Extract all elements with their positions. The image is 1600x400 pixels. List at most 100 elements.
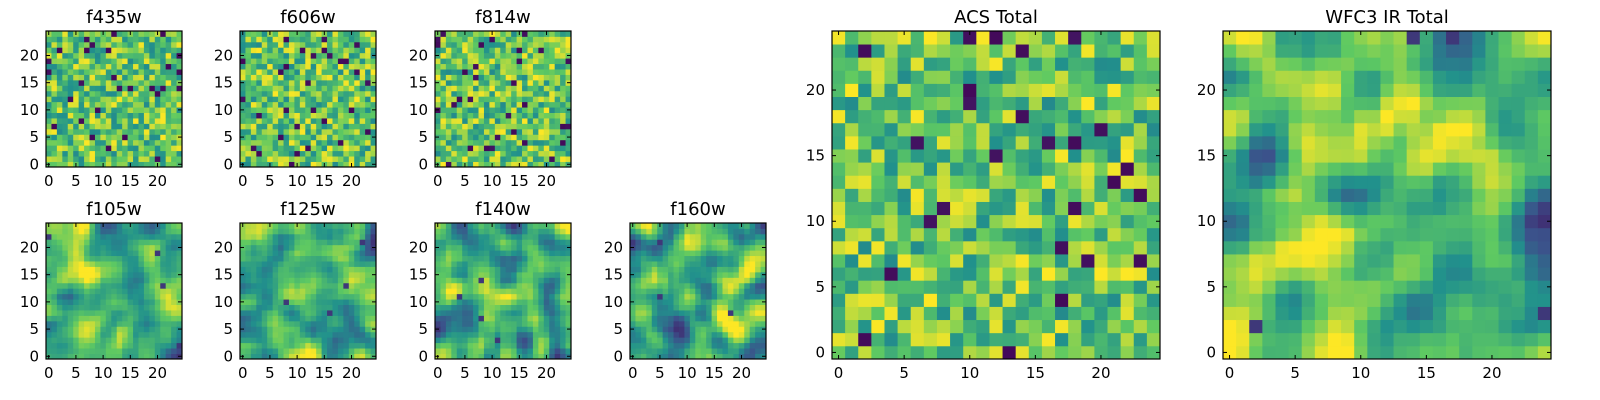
heatmap-cell bbox=[100, 63, 107, 70]
heatmap-cell bbox=[84, 107, 90, 113]
heatmap-cell bbox=[321, 228, 328, 235]
heatmap-cell bbox=[278, 47, 284, 54]
heatmap-cell bbox=[100, 288, 107, 295]
heatmap-cell bbox=[668, 353, 674, 360]
heatmap-cell bbox=[343, 134, 350, 141]
heatmap-cell bbox=[1041, 293, 1056, 307]
heatmap-cell bbox=[845, 227, 859, 242]
heatmap-cell bbox=[910, 188, 925, 202]
heatmap-cell bbox=[635, 310, 642, 316]
heatmap-cell bbox=[478, 255, 485, 262]
heatmap-cell bbox=[733, 310, 740, 316]
heatmap-cell bbox=[321, 41, 328, 48]
heatmap-cell bbox=[84, 145, 90, 152]
heatmap-cell bbox=[516, 123, 523, 130]
heatmap-cell bbox=[51, 36, 58, 43]
heatmap-cell bbox=[67, 31, 74, 37]
heatmap-cell bbox=[46, 90, 52, 97]
heatmap-cell bbox=[673, 353, 680, 360]
heatmap-cell bbox=[560, 304, 566, 311]
heatmap-cell bbox=[111, 161, 118, 168]
heatmap-cell bbox=[321, 134, 328, 141]
heatmap-cell bbox=[445, 293, 452, 300]
heatmap-cell bbox=[256, 150, 263, 157]
heatmap-cell bbox=[78, 90, 85, 97]
heatmap-cell bbox=[462, 244, 469, 251]
heatmap-cell bbox=[1015, 293, 1030, 307]
heatmap-cell bbox=[532, 36, 539, 43]
heatmap-cell bbox=[283, 288, 290, 295]
heatmap-cell bbox=[299, 320, 306, 327]
heatmap-cell bbox=[532, 342, 539, 349]
heatmap-cell bbox=[678, 342, 685, 349]
heatmap-cell bbox=[467, 134, 474, 141]
heatmap-cell bbox=[462, 255, 469, 262]
heatmap-cell bbox=[467, 331, 474, 338]
heatmap-cell bbox=[505, 69, 512, 75]
heatmap-cell bbox=[278, 161, 284, 168]
heatmap-cell bbox=[267, 134, 274, 141]
heatmap-cell bbox=[56, 96, 63, 103]
heatmap-cell bbox=[299, 277, 306, 284]
heatmap-cell bbox=[343, 79, 350, 86]
heatmap-cell bbox=[56, 112, 63, 119]
heatmap-cell bbox=[171, 228, 177, 235]
heatmap-cell bbox=[365, 41, 371, 48]
heatmap-cell bbox=[478, 96, 485, 103]
heatmap-cell bbox=[272, 96, 279, 103]
heatmap-cell bbox=[858, 201, 872, 216]
heatmap-cell bbox=[462, 266, 469, 273]
heatmap-cell bbox=[261, 337, 268, 344]
heatmap-cell bbox=[365, 304, 371, 311]
heatmap-cell bbox=[370, 41, 377, 48]
heatmap-cell bbox=[516, 277, 523, 284]
heatmap-cell bbox=[500, 150, 507, 157]
heatmap-cell bbox=[543, 85, 550, 92]
heatmap-cell bbox=[272, 244, 279, 251]
heatmap-cell bbox=[440, 90, 447, 97]
heatmap-cell bbox=[116, 123, 123, 130]
heatmap-cell bbox=[527, 239, 534, 246]
heatmap-cell bbox=[67, 228, 74, 235]
heatmap-cell bbox=[267, 293, 274, 300]
heatmap-cell bbox=[445, 342, 452, 349]
heatmap-cell bbox=[858, 254, 872, 268]
heatmap-cell bbox=[483, 277, 490, 284]
heatmap-cell bbox=[505, 299, 512, 305]
heatmap-cell bbox=[560, 315, 566, 322]
heatmap-cell bbox=[176, 223, 183, 229]
heatmap-cell bbox=[105, 85, 112, 92]
heatmap-cell bbox=[473, 223, 479, 229]
heatmap-cell bbox=[288, 139, 295, 146]
heatmap-cell bbox=[343, 36, 350, 43]
heatmap-cell bbox=[100, 123, 107, 130]
heatmap-cell bbox=[176, 101, 183, 108]
heatmap-cell bbox=[440, 315, 447, 322]
heatmap-cell bbox=[133, 315, 139, 322]
heatmap-cell bbox=[154, 128, 161, 135]
heatmap-cell bbox=[348, 261, 355, 267]
heatmap-cell bbox=[73, 101, 80, 108]
heatmap-cell bbox=[89, 63, 96, 70]
heatmap-cell bbox=[494, 293, 501, 300]
heatmap-cell bbox=[94, 348, 101, 354]
heatmap-cell bbox=[722, 233, 729, 240]
heatmap-cell bbox=[451, 52, 458, 59]
heatmap-cell bbox=[73, 112, 80, 119]
heatmap-cell bbox=[370, 342, 377, 349]
heatmap-cell bbox=[445, 36, 452, 43]
heatmap-cell bbox=[332, 107, 339, 113]
heatmap-cell bbox=[250, 348, 257, 354]
heatmap-cell bbox=[522, 85, 528, 92]
heatmap-cell bbox=[256, 112, 263, 119]
heatmap-cell bbox=[489, 304, 496, 311]
heatmap-cell bbox=[483, 101, 490, 108]
heatmap-cell bbox=[359, 156, 366, 162]
heatmap-cell bbox=[489, 255, 496, 262]
heatmap-cell bbox=[370, 277, 377, 284]
heatmap-cell bbox=[261, 233, 268, 240]
heatmap-cell bbox=[67, 52, 74, 59]
heatmap-cell bbox=[456, 150, 463, 157]
heatmap-cell bbox=[522, 348, 528, 354]
heatmap-cell bbox=[695, 233, 702, 240]
